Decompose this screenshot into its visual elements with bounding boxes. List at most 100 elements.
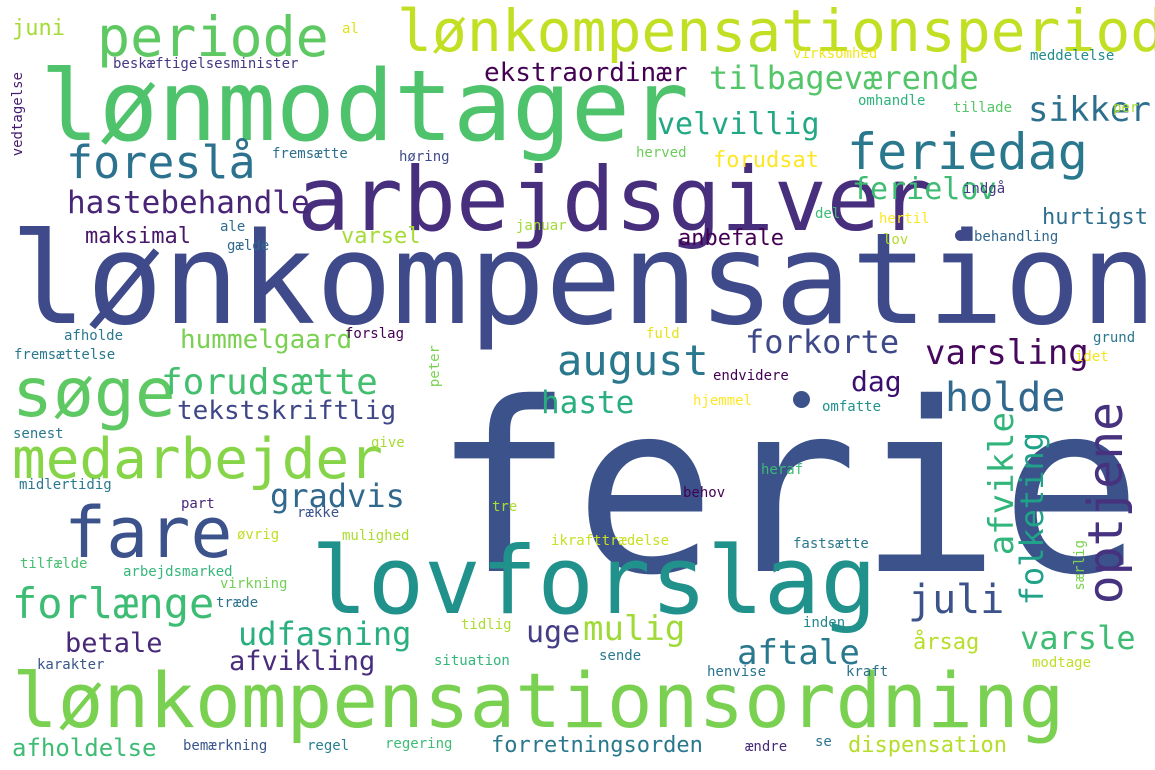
word-regering: regering <box>385 736 453 752</box>
word-ikrafttraedelse: ikrafttrædelse <box>551 533 670 549</box>
word-afholde: afholde <box>64 328 124 344</box>
word-sikker: sikker <box>1028 90 1151 130</box>
word-august: august <box>557 336 709 385</box>
word-tre: tre <box>492 499 518 515</box>
word-lonkompensationsordning: lønkompensationsordning <box>12 656 1065 745</box>
word-varsel: varsel <box>341 224 421 249</box>
word-hertil: hertil <box>879 211 930 227</box>
word-januar: januar <box>516 218 567 234</box>
word-behandling: behandling <box>974 229 1059 245</box>
word-mulig: mulig <box>583 609 686 649</box>
word-arbejdsmarked: arbejdsmarked <box>123 564 233 580</box>
word-situation: situation <box>434 653 510 669</box>
word-hummelgaard: hummelgaard <box>180 325 353 355</box>
word-regel: regel <box>307 738 350 754</box>
word-haste: haste <box>541 385 635 421</box>
word-juli: juli <box>908 577 1005 623</box>
word-endvidere: endvidere <box>713 368 789 384</box>
word-ekstraordinaer: ekstraordinær <box>484 58 688 88</box>
word-uge: uge <box>526 615 581 650</box>
word-forkorte: forkorte <box>745 323 900 361</box>
word-udfasning: udfasning <box>238 615 412 653</box>
word-inden: inden <box>803 615 846 631</box>
word-traede: træde <box>216 595 259 611</box>
word-afholdelse: afholdelse <box>12 734 157 762</box>
word-idet: idet <box>1075 349 1109 365</box>
word-medarbejder: medarbejder <box>12 427 383 492</box>
word-aftale: aftale <box>737 633 860 673</box>
word-anbefale: anbefale <box>678 226 784 251</box>
word-ferie: ferie <box>432 352 1143 627</box>
word-vedtagelse: vedtagelse <box>10 72 26 157</box>
word-se: se <box>815 734 832 750</box>
word-beskaeftigelsesminister: beskæftigelsesminister <box>113 56 299 72</box>
word-soge: søge <box>12 354 176 433</box>
word-afvikling: afvikling <box>229 646 376 677</box>
word-senest: senest <box>13 426 64 442</box>
word-periode: periode <box>97 5 329 69</box>
word-tekstskriftlig: tekstskriftlig <box>177 396 397 426</box>
word-behov: behov <box>683 485 726 501</box>
word-folketing: folketing <box>1013 432 1051 606</box>
word-holde: holde <box>945 375 1066 421</box>
word-hjemmel: hjemmel <box>693 393 753 409</box>
word-omfatte: omfatte <box>822 399 882 415</box>
word-fremsaette: fremsætte <box>272 146 348 162</box>
word-fremsaettelse: fremsættelse <box>14 347 116 363</box>
word-forudsaette: forudsætte <box>161 362 378 403</box>
word-ale: ale <box>220 219 246 235</box>
word-fastsaette: fastsætte <box>793 536 869 552</box>
word-forretningsorden: forretningsorden <box>491 733 703 758</box>
word-maksimal: maksimal <box>85 224 191 249</box>
word-forudsat: forudsat <box>713 148 819 173</box>
word-grund: grund <box>1093 330 1136 346</box>
word-hurtigst: hurtigst <box>1042 205 1148 230</box>
word-saerlig: særlig <box>1072 540 1088 591</box>
word-foresla: foreslå <box>66 136 256 189</box>
word-varsling: varsling <box>925 333 1089 373</box>
word-gaelde: gælde <box>227 238 270 254</box>
word-tillade: tillade <box>953 100 1013 116</box>
word-kraft: kraft <box>846 664 889 680</box>
word-tilbagevaerende: tilbageværende <box>709 59 979 97</box>
word-fare: fare <box>64 492 233 574</box>
word-forlaenge: forlænge <box>12 579 215 628</box>
dot-decoration <box>955 230 966 241</box>
word-horing: høring <box>399 149 450 165</box>
word-lonmodtager: lønmodtager <box>40 50 690 164</box>
word-feriedag: feriedag <box>847 123 1088 181</box>
word-give: give <box>371 435 405 451</box>
word-per: per <box>1113 100 1139 116</box>
word-raekke: række <box>297 505 340 521</box>
word-herved: herved <box>636 145 687 161</box>
dot-decoration <box>793 391 810 408</box>
word-bemaerkning: bemærkning <box>183 738 268 754</box>
word-juni: juni <box>12 16 65 41</box>
word-karakter: karakter <box>37 657 105 673</box>
word-varsle: varsle <box>1020 619 1136 657</box>
word-tilfaelde: tilfælde <box>20 556 88 572</box>
word-al: al <box>342 21 359 37</box>
word-sende: sende <box>599 648 642 664</box>
word-dispensation: dispensation <box>848 733 1007 758</box>
word-part: part <box>181 496 215 512</box>
word-aendre: ændre <box>745 739 788 755</box>
word-gradvis: gradvis <box>270 477 405 515</box>
word-modtage: modtage <box>1032 655 1092 671</box>
word-del: del <box>815 206 841 222</box>
word-virksomhed: virksomhed <box>793 46 878 62</box>
word-forslag: forslag <box>345 326 405 342</box>
word-optjene: optjene <box>1078 402 1134 605</box>
word-dag: dag <box>851 365 902 398</box>
word-betale: betale <box>65 628 163 659</box>
word-lonkompensationsperiode: lønkompensationsperiode <box>397 0 1155 65</box>
word-ferielov: ferielov <box>852 172 997 207</box>
word-heraf: heraf <box>761 462 804 478</box>
word-arbejdsgiver: arbejdsgiver <box>297 148 933 251</box>
word-omhandle: omhandle <box>858 93 926 109</box>
word-virkning: virkning <box>220 576 288 592</box>
word-henvise: henvise <box>707 664 767 680</box>
word-ovrig: øvrig <box>237 527 280 543</box>
word-velvillig: velvillig <box>657 107 820 142</box>
